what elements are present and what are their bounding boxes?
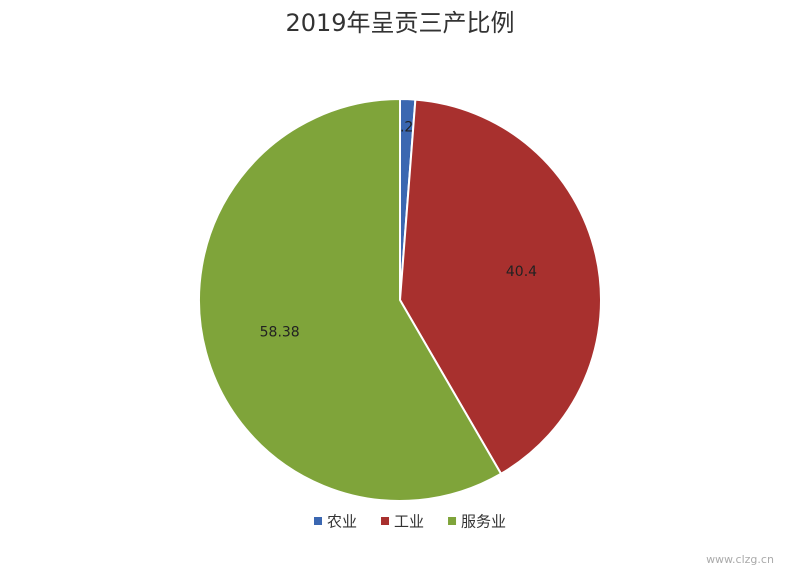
pie-slice	[198, 97, 503, 502]
legend-label: 农业	[327, 513, 357, 531]
legend-label: 服务业	[461, 513, 506, 531]
watermark: www.clzg.cn	[706, 553, 774, 566]
legend-marker	[314, 517, 322, 525]
chart-title: 2019年呈贡三产比例	[285, 9, 514, 37]
pie-slice	[398, 98, 602, 476]
data-label: 58.38	[260, 324, 300, 340]
legend-marker	[381, 517, 390, 525]
legend-label: 工业	[394, 513, 424, 531]
data-label: 40.4	[506, 264, 537, 280]
legend-marker	[448, 517, 457, 525]
